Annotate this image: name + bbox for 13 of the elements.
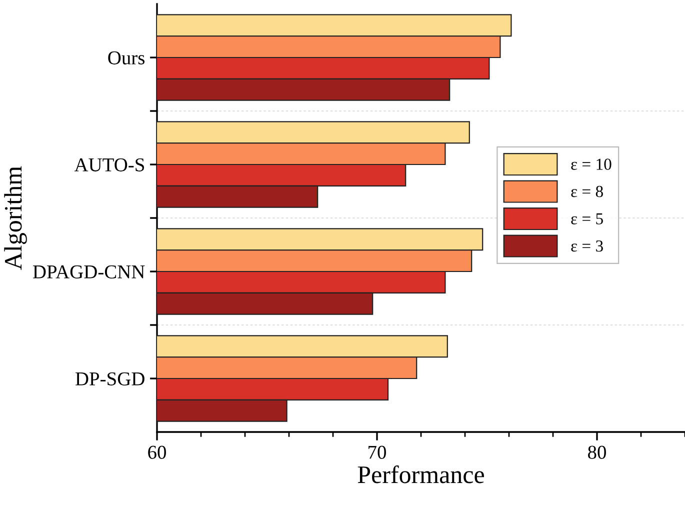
y-tick-label: DP-SGD bbox=[76, 372, 144, 386]
legend-label: ε = 5 bbox=[571, 213, 603, 224]
y-tick-label: AUTO-S bbox=[74, 158, 144, 172]
legend-label: ε = 3 bbox=[571, 240, 603, 252]
x-tick-label: 80 bbox=[588, 446, 606, 459]
x-tick-label: 70 bbox=[368, 446, 386, 459]
x-axis-title: Performance bbox=[358, 465, 484, 484]
legend-label: ε = 10 bbox=[571, 158, 612, 170]
legend-label: ε = 8 bbox=[571, 186, 603, 198]
y-axis-title: Algorithm bbox=[4, 166, 27, 270]
y-tick-label: Ours bbox=[108, 51, 144, 64]
x-tick-label: 60 bbox=[148, 446, 166, 459]
y-tick-label: DPAGD-CNN bbox=[33, 265, 145, 278]
